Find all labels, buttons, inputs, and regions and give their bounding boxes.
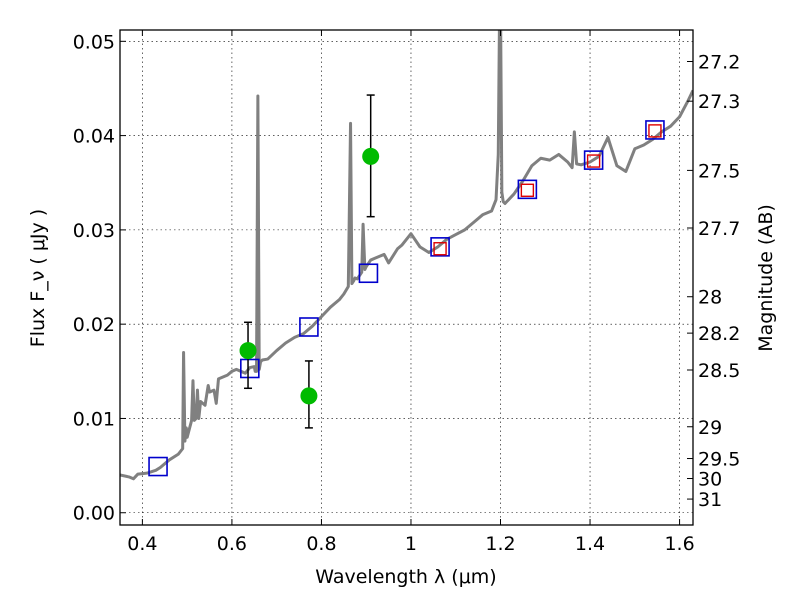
x-tick-label: 0.6	[217, 533, 247, 555]
model-square-marker	[240, 358, 260, 379]
model-square-marker	[299, 317, 319, 337]
right-tick-label: 27.5	[698, 160, 740, 182]
data-point	[300, 387, 318, 405]
model-square-marker	[358, 263, 379, 284]
grid-lines	[120, 30, 693, 525]
right-tick-label: 29.5	[698, 449, 740, 471]
axis-ticks: 0.4 0.6 0.8 1 1.2 1.4 1.6 0.00 0.01 0.02 0.03 0.04 0…	[73, 30, 740, 555]
observed-square-marker	[648, 124, 662, 138]
right-tick-label: 31	[698, 489, 722, 511]
right-tick-label: 30	[698, 469, 722, 491]
model-square-marker	[517, 179, 538, 200]
y-tick-label: 0.00	[73, 503, 115, 525]
y-tick-label: 0.04	[73, 126, 115, 148]
right-tick-label: 28.5	[698, 360, 740, 382]
observed-square-marker	[586, 154, 601, 168]
spectrum-series	[120, 30, 693, 481]
y-tick-label: 0.01	[73, 408, 115, 430]
right-tick-label: 27.7	[698, 218, 740, 240]
y-tick-label: 0.03	[73, 220, 115, 242]
spectrum-line	[120, 30, 693, 481]
observed-square-marker	[520, 183, 535, 197]
x-tick-label: 0.4	[127, 533, 157, 555]
x-tick-label: 1.6	[664, 533, 694, 555]
model-square-marker	[583, 150, 604, 170]
observed-square-marker	[433, 242, 447, 256]
photometry-markers	[148, 94, 665, 477]
right-tick-label: 28	[698, 287, 722, 309]
right-tick-label: 27.2	[698, 51, 740, 73]
x-tick-label: 0.8	[306, 533, 336, 555]
y-axis-label-right: Magnitude (AB)	[755, 204, 777, 352]
model-square-marker	[148, 456, 168, 477]
right-tick-label: 27.3	[698, 91, 740, 113]
right-tick-label: 29	[698, 417, 722, 439]
y-axis-label-left: Flux F_ν ( μJy )	[27, 209, 49, 347]
x-tick-label: 1.2	[485, 533, 515, 555]
plot-frame	[119, 29, 694, 526]
x-tick-label: 1	[405, 533, 417, 555]
model-square-marker	[645, 120, 665, 140]
y-tick-label: 0.02	[73, 314, 115, 336]
x-axis-label: Wavelength λ (μm)	[315, 566, 496, 588]
data-point	[362, 147, 380, 165]
right-tick-label: 28.2	[698, 323, 740, 345]
x-tick-label: 1.4	[575, 533, 605, 555]
data-point	[239, 342, 257, 360]
model-square-marker	[430, 237, 450, 257]
y-tick-label: 0.05	[73, 31, 115, 53]
